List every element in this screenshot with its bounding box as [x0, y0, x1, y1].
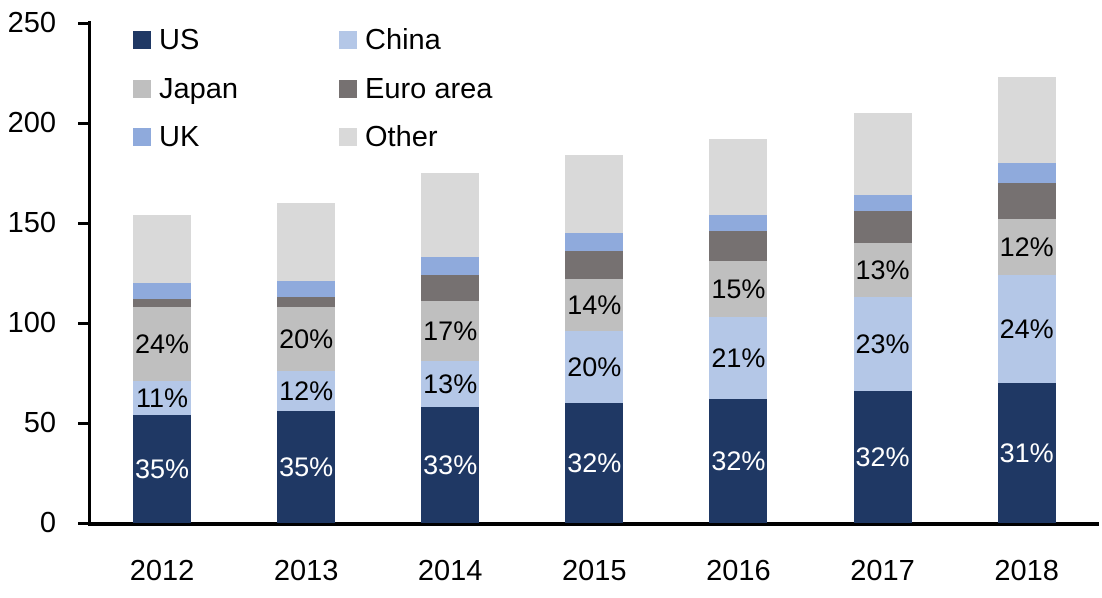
legend-label-other: Other	[365, 121, 438, 153]
x-axis-category-label: 2015	[562, 555, 627, 587]
y-axis-tick-label: 0	[39, 507, 56, 539]
bar-segment-euro-area	[853, 211, 912, 243]
bar-segment-other	[565, 155, 624, 233]
bar-segment-japan	[133, 307, 191, 381]
segment-percent-label-us: 31%	[999, 438, 1054, 468]
y-axis-tick-mark	[78, 321, 88, 325]
legend-swatch-china	[339, 31, 357, 49]
bar-segment-us	[133, 415, 191, 523]
legend-swatch-japan	[133, 80, 151, 98]
bar-segment-japan	[853, 243, 912, 297]
segment-percent-label-japan: 14%	[567, 290, 622, 320]
bar-segment-china	[565, 331, 624, 403]
segment-percent-label-china: 20%	[567, 352, 622, 382]
segment-percent-label-china: 11%	[135, 383, 189, 413]
segment-percent-label-japan: 15%	[711, 274, 766, 304]
bar-segment-china	[709, 317, 768, 399]
bar-segment-china	[853, 297, 912, 391]
segment-percent-label-china: 12%	[279, 376, 334, 406]
segment-percent-label-us: 32%	[567, 448, 622, 478]
bar-segment-china	[421, 361, 480, 407]
bar-segment-other	[709, 139, 768, 215]
bar-segment-us	[997, 383, 1056, 523]
bar-segment-euro-area	[133, 299, 191, 307]
bar-segment-uk	[853, 195, 912, 211]
segment-percent-label-china: 13%	[423, 369, 478, 399]
bar-segment-us	[421, 407, 480, 523]
y-axis-tick-label: 250	[7, 7, 56, 39]
x-axis-category-label: 2016	[706, 555, 771, 587]
segment-percent-label-japan: 13%	[855, 255, 910, 285]
segment-percent-label-china: 23%	[855, 329, 910, 359]
legend-label-us: US	[159, 24, 200, 56]
bar-segment-other	[853, 113, 912, 195]
legend-swatch-euro-area	[339, 80, 357, 98]
x-axis-category-label: 2017	[850, 555, 915, 587]
bar-segment-china	[277, 371, 336, 411]
x-axis-category-label: 2014	[417, 555, 483, 587]
bar-segment-euro-area	[997, 183, 1056, 219]
segment-percent-label-us: 32%	[855, 442, 910, 472]
segment-percent-label-us: 35%	[279, 452, 334, 482]
bar-segment-other	[421, 173, 480, 257]
legend-swatch-other	[339, 128, 357, 146]
bar-segment-japan	[421, 301, 480, 361]
x-axis-line	[88, 522, 1099, 526]
y-axis-tick-label: 100	[7, 307, 56, 339]
bar-segment-euro-area	[421, 275, 480, 301]
segment-percent-label-us: 35%	[134, 454, 190, 484]
bar-segment-euro-area	[709, 231, 768, 261]
segment-percent-label-japan: 24%	[134, 329, 190, 359]
bar-segment-euro-area	[565, 251, 624, 279]
bar-segment-euro-area	[277, 297, 336, 307]
y-axis-tick-mark	[78, 221, 88, 225]
segment-percent-label-japan: 20%	[279, 324, 334, 354]
bar-segment-japan	[709, 261, 768, 317]
bar-segment-uk	[565, 233, 624, 251]
bar-segment-us	[709, 399, 768, 523]
segment-percent-label-us: 32%	[711, 446, 766, 476]
bar-segment-japan	[997, 219, 1056, 275]
y-axis-tick-label: 200	[7, 107, 56, 139]
bar-segment-other	[133, 215, 191, 283]
legend-label-uk: UK	[159, 121, 200, 153]
legend-swatch-uk	[133, 128, 151, 146]
legend-label-euro-area: Euro area	[365, 73, 493, 105]
y-axis-tick-label: 50	[23, 407, 56, 439]
legend-swatch-us	[133, 31, 151, 49]
legend-label-china: China	[365, 24, 441, 56]
bar-segment-china	[133, 381, 191, 415]
segment-percent-label-china: 24%	[999, 314, 1054, 344]
bar-segment-uk	[997, 163, 1056, 183]
bar-segment-us	[277, 411, 336, 523]
y-axis-tick-label: 150	[7, 207, 56, 239]
segment-percent-label-china: 21%	[711, 343, 766, 373]
segment-percent-label-japan: 12%	[999, 232, 1054, 262]
y-axis-tick-mark	[78, 21, 88, 25]
x-axis-category-label: 2013	[273, 555, 339, 587]
bar-segment-japan	[565, 279, 624, 331]
bar-segment-uk	[421, 257, 480, 275]
y-axis-line	[88, 21, 91, 526]
bar-segment-us	[853, 391, 912, 523]
x-axis-category-label: 2012	[129, 555, 195, 587]
bar-segment-other	[997, 77, 1056, 163]
y-axis-tick-mark	[78, 521, 88, 525]
segment-percent-label-japan: 17%	[423, 316, 478, 346]
bar-segment-uk	[277, 281, 336, 297]
bar-segment-other	[277, 203, 336, 281]
bar-segment-japan	[277, 307, 336, 371]
x-axis-category-label: 2018	[994, 555, 1059, 587]
segment-percent-label-us: 33%	[423, 450, 478, 480]
bar-segment-china	[997, 275, 1056, 383]
bar-segment-uk	[709, 215, 768, 231]
y-axis-tick-mark	[78, 421, 88, 425]
bar-segment-uk	[133, 283, 191, 299]
legend-label-japan: Japan	[159, 73, 239, 105]
y-axis-tick-mark	[78, 121, 88, 125]
bar-segment-us	[565, 403, 624, 523]
